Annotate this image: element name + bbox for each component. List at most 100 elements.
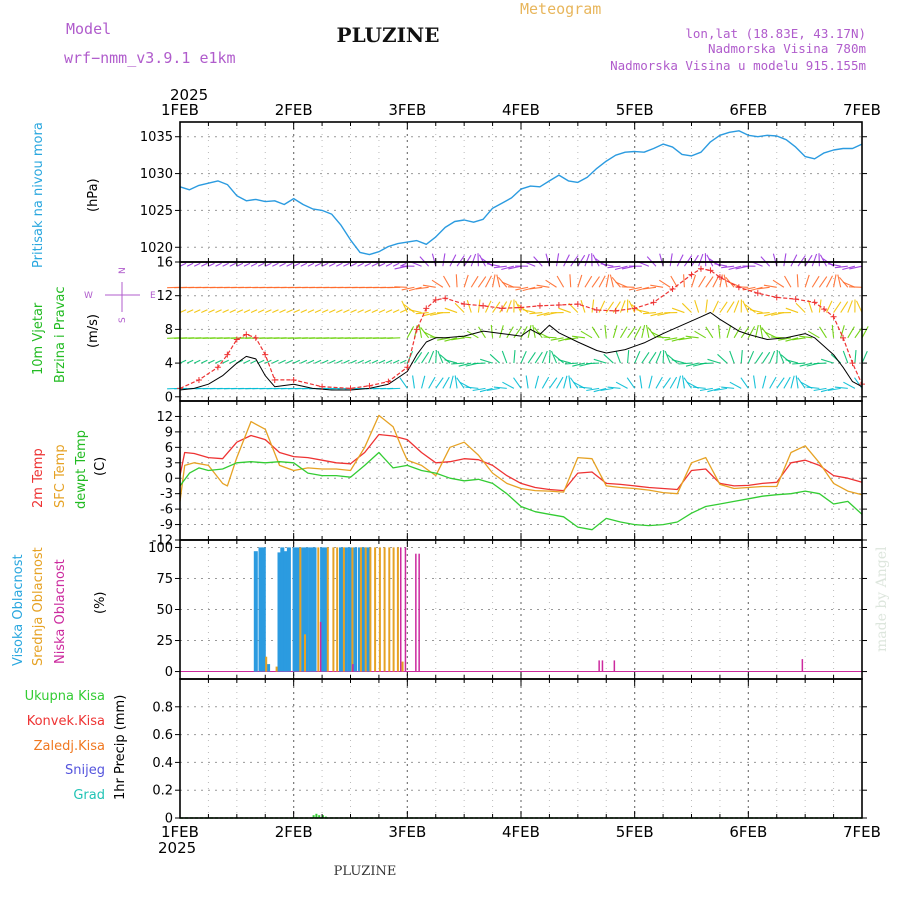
cloud-title: Visoka Oblacnost	[11, 554, 26, 666]
wind-barb	[529, 311, 543, 315]
wind-barb	[186, 309, 194, 314]
wind-barb	[833, 274, 837, 288]
year-label-top: 2025	[170, 86, 208, 104]
wind-barb	[484, 275, 492, 288]
wind-barb	[671, 337, 685, 342]
cloud-bar	[299, 547, 302, 672]
wind-barb	[698, 253, 704, 267]
wind-barb	[854, 326, 863, 339]
y-tick-label: 100	[148, 541, 173, 556]
wind-barb	[272, 262, 279, 267]
wind-barb	[456, 255, 465, 267]
wind-barb	[685, 335, 699, 339]
wind-barb	[558, 337, 571, 342]
model-name: wrf−nmm_v3.9.1 e1km	[64, 49, 236, 67]
cloud-bar	[283, 551, 288, 672]
wind-barb	[522, 286, 536, 292]
wind-barb	[669, 376, 678, 389]
wind-barb	[600, 263, 614, 267]
wind-barb	[819, 326, 827, 339]
cloud-bar	[319, 621, 322, 672]
wind-barb	[215, 309, 222, 314]
cloud-bar	[404, 547, 407, 672]
wind-barb	[842, 265, 856, 271]
wind-barb	[435, 350, 437, 364]
y-tick-label: -6	[160, 503, 173, 518]
cloud-bar	[365, 547, 370, 672]
wind-barb	[556, 376, 564, 389]
precip-bar	[312, 815, 315, 818]
wind-barb	[470, 253, 477, 267]
wind-barb	[598, 275, 606, 288]
wind-barb	[525, 375, 529, 389]
wind-barb	[827, 387, 841, 392]
wind-barb	[501, 350, 508, 364]
wind-barb	[378, 309, 386, 314]
wind-barb	[840, 301, 849, 313]
wind-barb	[392, 359, 400, 364]
wind-barb	[428, 350, 435, 364]
wind-barb	[662, 377, 671, 389]
cloud-bar	[343, 547, 348, 672]
wind-barb	[222, 309, 229, 314]
wind-barb	[634, 326, 642, 339]
gust-marker	[697, 265, 704, 272]
y-tick-label: -9	[160, 518, 173, 533]
wind-barb	[193, 262, 201, 267]
wind-barb	[603, 353, 614, 364]
wind-barb	[472, 387, 486, 392]
cloud-bar	[265, 656, 268, 672]
temp-title-2: SFC Temp	[53, 444, 68, 508]
gust-marker	[252, 334, 259, 341]
y-tick-label: 25	[156, 634, 173, 649]
x-tick-label: 6FEB	[729, 823, 767, 841]
wind-barb	[257, 262, 265, 267]
wind-barb	[692, 386, 706, 389]
wind-barb	[501, 265, 515, 271]
series-pressure-line	[179, 130, 863, 256]
wind-barb	[619, 326, 628, 339]
precip-bar	[315, 813, 318, 818]
wind-barb	[740, 377, 749, 389]
cloud-bar	[304, 547, 309, 672]
wind-barb	[717, 353, 728, 364]
wind-barb	[513, 326, 522, 339]
wind-compass-legend: N S W E	[84, 267, 156, 323]
wind-barb	[705, 276, 714, 288]
cloud-bar	[286, 547, 291, 672]
precip-bar	[318, 815, 321, 818]
wind-barb	[584, 253, 590, 267]
wind-barb	[600, 387, 614, 392]
wind-barb	[403, 304, 415, 313]
wind-barb	[714, 263, 728, 267]
wind-barb	[694, 330, 706, 339]
y-tick-label: 75	[156, 572, 173, 587]
wind-barb	[605, 274, 610, 288]
wind-barb	[563, 375, 568, 389]
wind-barb	[593, 358, 607, 364]
wind-barb	[804, 254, 813, 267]
wind-barb	[490, 324, 494, 338]
wind-barb	[648, 351, 657, 364]
wind-barb	[286, 309, 293, 314]
wind-barb	[222, 262, 229, 267]
gust-marker	[707, 267, 714, 274]
footer-station: PLUZINE	[334, 864, 397, 879]
wind-barb	[641, 351, 650, 364]
wind-barb	[818, 276, 828, 288]
gust-marker	[688, 271, 695, 278]
precip-legend: Ukupna Kisa Konvek.Kisa Zaledj.Kisa Snijeg G…	[25, 689, 105, 803]
wind-barb	[604, 324, 607, 338]
wind-barb	[690, 274, 697, 288]
wind-barb	[243, 262, 251, 267]
wind-barb	[707, 358, 721, 364]
wind-barb	[515, 286, 529, 291]
wind-barb	[418, 324, 423, 338]
wind-barb	[357, 359, 364, 364]
wind-barb	[265, 262, 272, 267]
wind-barb	[293, 262, 301, 267]
wind-barb	[664, 350, 671, 364]
y-tick-label: 0	[165, 812, 173, 827]
wind-barb	[520, 350, 527, 364]
